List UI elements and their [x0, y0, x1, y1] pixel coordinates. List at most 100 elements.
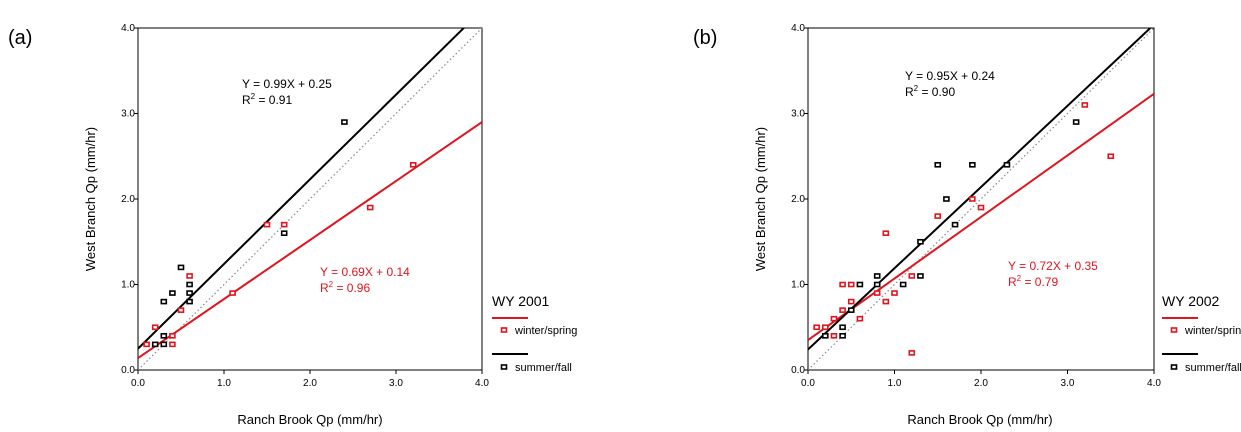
- data-point-winter-spring: [908, 273, 916, 279]
- data-point-winter-spring: [934, 213, 942, 219]
- y-tick-label: 3.0: [791, 109, 805, 120]
- legend-marker-summer-fall: [1170, 364, 1178, 370]
- panel-b: (b) 0.0 0.0 1.0 1.0 2.0 2.0 3.0 3.0 4.0 4.0 Ranch B…: [693, 23, 1241, 427]
- data-point-winter-spring: [908, 350, 916, 356]
- data-point-winter-spring: [143, 341, 150, 348]
- legend-label-winter-spring: winter/spring: [514, 325, 577, 337]
- data-point-winter-spring: [873, 290, 881, 296]
- data-point-winter-spring: [169, 332, 176, 339]
- r-squared-label: R2 = 0.96: [320, 280, 370, 295]
- fit-line-summer-fall: [808, 28, 1152, 351]
- data-point-summer-fall: [917, 273, 924, 279]
- data-point-winter-spring: [1081, 102, 1089, 108]
- panel-label: (a): [8, 27, 32, 49]
- y-tick-label: 1.0: [791, 280, 805, 291]
- fit-line-summer-fall: [138, 28, 466, 350]
- x-tick-label: 1.0: [888, 378, 902, 389]
- data-point-summer-fall: [341, 119, 348, 125]
- fit-equation: Y = 0.95X + 0.24: [905, 69, 995, 83]
- data-point-winter-spring: [280, 221, 288, 228]
- data-point-summer-fall: [1003, 162, 1011, 168]
- data-point-summer-fall: [847, 307, 855, 313]
- data-point-winter-spring: [847, 281, 855, 288]
- x-tick-label: 4.0: [475, 378, 489, 389]
- data-point-winter-spring: [839, 307, 846, 313]
- data-point-summer-fall: [151, 341, 159, 348]
- x-tick-label: 4.0: [1147, 378, 1161, 389]
- data-point-summer-fall: [917, 238, 924, 245]
- data-point-winter-spring: [839, 281, 846, 288]
- legend-title: WY 2001: [492, 293, 550, 309]
- data-point-winter-spring: [891, 290, 898, 296]
- one-to-one-line: [808, 28, 1154, 370]
- x-axis-label: Ranch Brook Qp (mm/hr): [907, 412, 1052, 427]
- data-point-summer-fall: [1072, 119, 1080, 125]
- r-squared-label: R2 = 0.90: [905, 84, 955, 99]
- data-point-winter-spring: [821, 324, 829, 331]
- legend-label-summer-fall: summer/fall: [515, 362, 572, 374]
- data-point-summer-fall: [186, 290, 193, 296]
- data-point-summer-fall: [969, 162, 976, 168]
- y-tick-label: 4.0: [121, 23, 135, 34]
- data-point-summer-fall: [177, 264, 185, 271]
- data-point-winter-spring: [882, 230, 890, 236]
- data-point-winter-spring: [409, 162, 417, 168]
- data-point-summer-fall: [934, 162, 942, 168]
- legend-title: WY 2002: [1162, 293, 1220, 309]
- data-point-winter-spring: [977, 204, 985, 211]
- r-squared-label: R2 = 0.91: [242, 92, 292, 107]
- legend-label-winter-spring: winter/spring: [1184, 325, 1241, 337]
- fit-equation: Y = 0.99X + 0.25: [242, 77, 332, 91]
- data-point-winter-spring: [1107, 153, 1115, 160]
- data-point-summer-fall: [160, 332, 168, 339]
- fit-equation: Y = 0.72X + 0.35: [1008, 259, 1098, 273]
- data-point-winter-spring: [830, 315, 838, 322]
- x-tick-label: 0.0: [801, 378, 815, 389]
- x-tick-label: 1.0: [217, 378, 231, 389]
- panel-a: (a) 0.0 0.0 1.0 1.0 2.0 2.0 3.0 3.0 4.0 4.0 Ranch B…: [8, 23, 577, 427]
- data-point-winter-spring: [177, 307, 185, 313]
- data-point-summer-fall: [186, 281, 193, 288]
- y-tick-label: 2.0: [791, 194, 805, 205]
- x-tick-label: 0.0: [131, 378, 145, 389]
- data-point-winter-spring: [229, 290, 236, 296]
- data-point-winter-spring: [830, 332, 838, 339]
- x-tick-label: 2.0: [974, 378, 988, 389]
- data-point-winter-spring: [151, 324, 159, 331]
- legend-marker-winter-spring: [500, 327, 508, 333]
- data-point-summer-fall: [821, 332, 829, 339]
- y-axis-label: West Branch Qp (mm/hr): [83, 127, 98, 271]
- data-point-summer-fall: [186, 298, 193, 305]
- data-point-summer-fall: [169, 290, 176, 296]
- data-point-winter-spring: [366, 204, 374, 211]
- data-point-summer-fall: [873, 281, 881, 288]
- x-tick-label: 2.0: [303, 378, 317, 389]
- y-tick-label: 4.0: [791, 23, 805, 34]
- y-tick-label: 0.0: [791, 365, 805, 376]
- x-axis-label: Ranch Brook Qp (mm/hr): [237, 412, 382, 427]
- data-point-winter-spring: [882, 298, 890, 305]
- data-point-summer-fall: [899, 281, 907, 288]
- data-point-summer-fall: [280, 230, 288, 236]
- legend-marker-winter-spring: [1170, 327, 1178, 333]
- data-point-winter-spring: [813, 324, 820, 331]
- data-point-summer-fall: [839, 324, 846, 331]
- data-point-winter-spring: [186, 273, 193, 279]
- data-point-winter-spring: [969, 196, 976, 202]
- y-tick-label: 1.0: [121, 280, 135, 291]
- data-point-summer-fall: [839, 332, 846, 339]
- data-point-summer-fall: [160, 341, 168, 348]
- data-point-summer-fall: [160, 298, 168, 305]
- data-point-winter-spring: [263, 221, 271, 228]
- y-axis-label: West Branch Qp (mm/hr): [753, 127, 768, 271]
- fit-line-winter-spring: [138, 121, 482, 359]
- legend-marker-summer-fall: [500, 364, 508, 370]
- data-point-winter-spring: [847, 298, 855, 305]
- r-squared-label: R2 = 0.79: [1008, 274, 1058, 289]
- data-point-winter-spring: [856, 315, 864, 322]
- fit-line-winter-spring: [808, 93, 1154, 341]
- data-point-summer-fall: [943, 196, 950, 202]
- data-point-winter-spring: [169, 341, 176, 348]
- data-point-summer-fall: [873, 273, 881, 279]
